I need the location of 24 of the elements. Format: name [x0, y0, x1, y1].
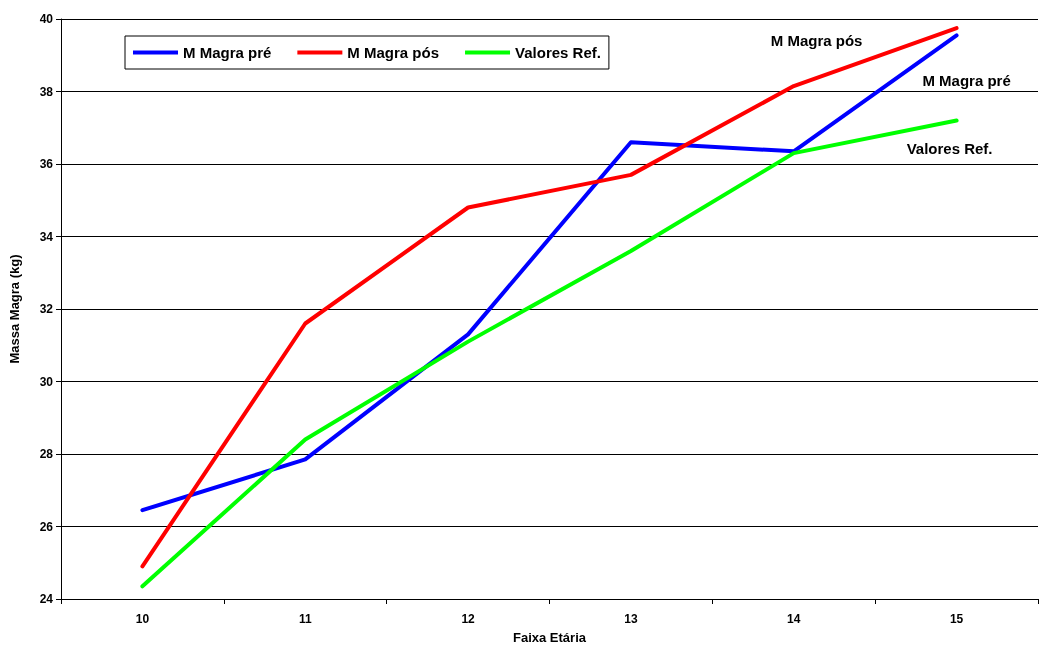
- legend-label: M Magra pré: [183, 44, 272, 61]
- text: Valores Ref.: [906, 140, 993, 157]
- text: M Magra pré: [922, 71, 1011, 89]
- x-tick-label: 12: [461, 612, 476, 626]
- x-tick-label: 14: [787, 612, 801, 626]
- legend-label: Valores Ref.: [515, 44, 601, 61]
- y-tick-label: 28: [39, 447, 54, 461]
- x-tick-label: 11: [298, 612, 312, 626]
- text: M Magra pós: [770, 31, 863, 49]
- y-tick-label: 34: [39, 229, 54, 244]
- y-tick-label: 40: [39, 12, 54, 26]
- x-tick-label: 13: [624, 612, 638, 626]
- legend-label: M Magra pós: [347, 44, 440, 61]
- y-tick-label: 26: [39, 519, 54, 534]
- y-tick-label: 24: [39, 592, 54, 606]
- x-axis-title: Faixa Etária: [513, 630, 587, 645]
- y-tick-label: 30: [39, 374, 54, 389]
- line-series: [140, 118, 959, 589]
- y-tick-label: 38: [39, 84, 54, 99]
- x-tick-label: 15: [949, 612, 964, 626]
- y-tick-label: 32: [39, 302, 54, 316]
- y-axis-title: Massa Magra (kg): [7, 254, 22, 364]
- x-tick-label: 10: [135, 612, 150, 626]
- y-tick-label: 36: [39, 157, 54, 171]
